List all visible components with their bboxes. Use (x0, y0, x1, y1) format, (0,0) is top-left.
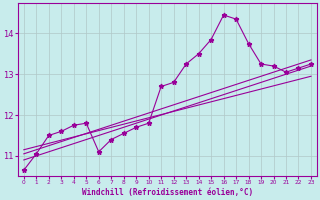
X-axis label: Windchill (Refroidissement éolien,°C): Windchill (Refroidissement éolien,°C) (82, 188, 253, 197)
